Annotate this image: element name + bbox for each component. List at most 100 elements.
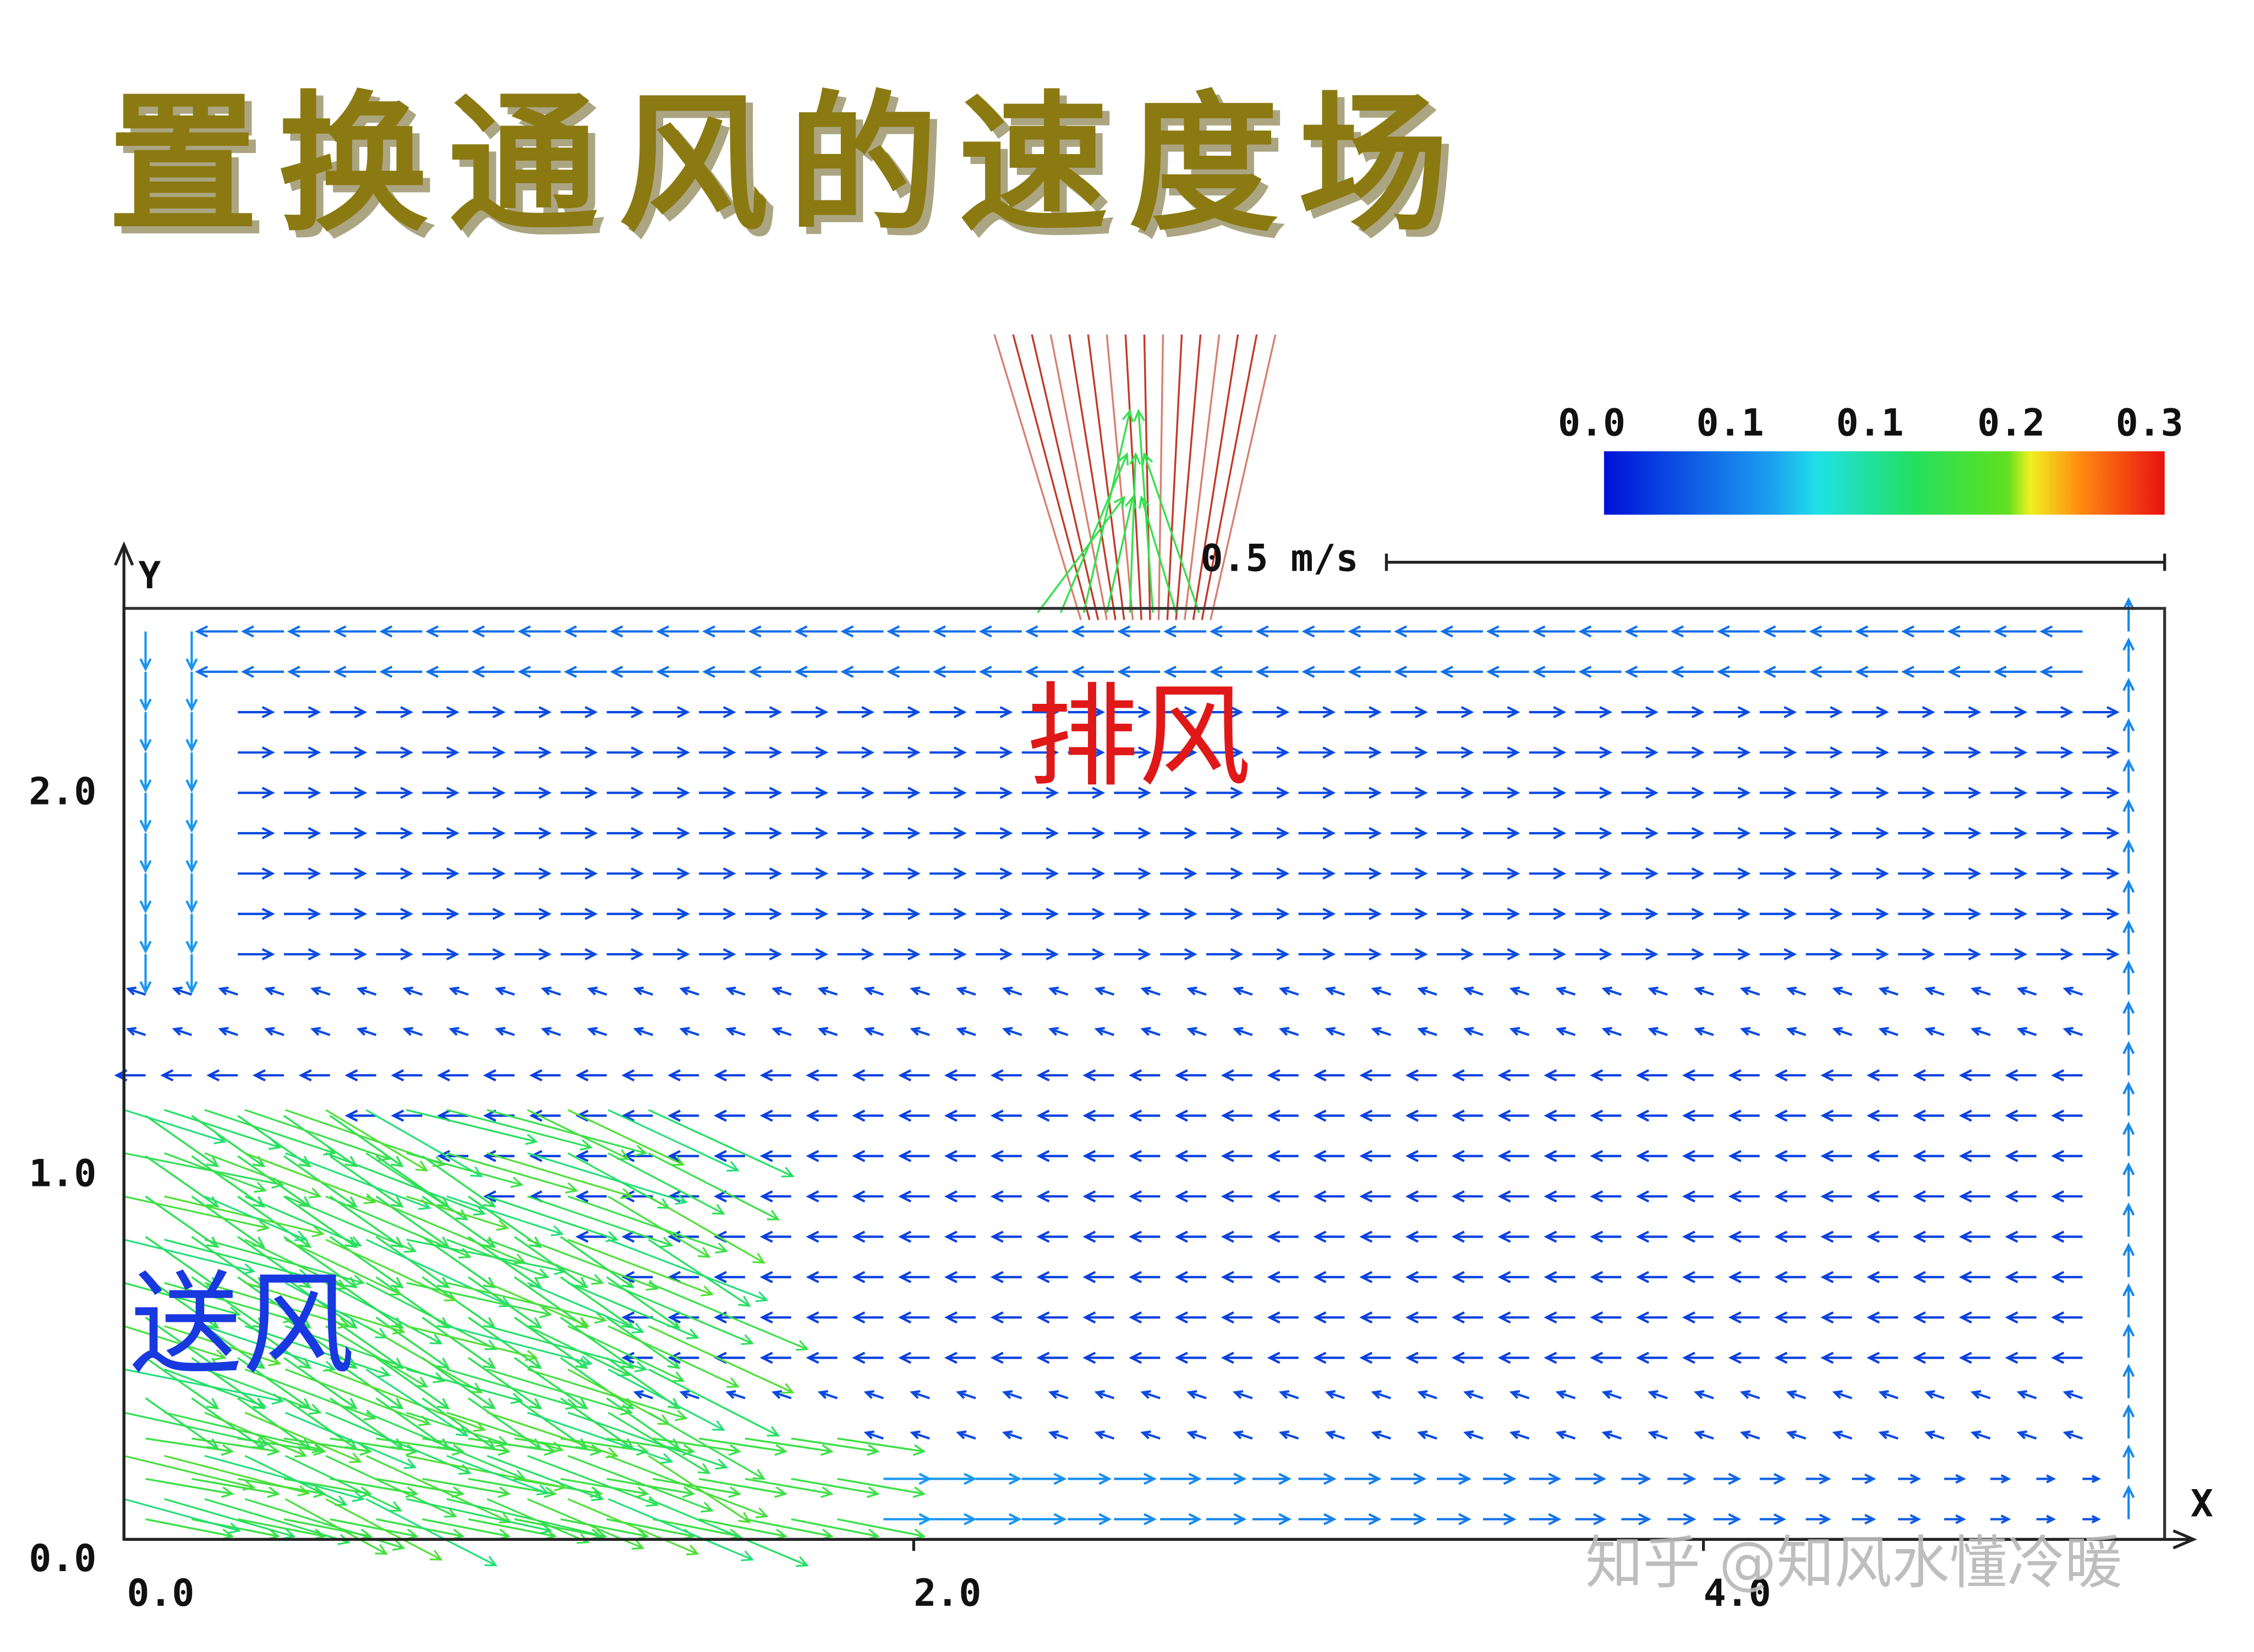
velocity-arrow [1716,665,1760,678]
velocity-arrow [1114,1513,1157,1525]
velocity-arrow [560,1437,649,1456]
velocity-arrow [1486,625,1529,638]
velocity-arrow [771,1390,792,1399]
velocity-arrow [1129,1230,1161,1243]
velocity-arrow [238,827,275,840]
velocity-arrow [2036,948,2074,961]
velocity-arrow [1636,1230,1668,1243]
velocity-arrow [1221,1109,1252,1122]
velocity-arrow [2082,706,2120,719]
velocity-arrow [1670,665,1714,678]
velocity-arrow [1371,1027,1391,1036]
velocity-arrow [1252,786,1290,799]
velocity-arrow [863,1390,884,1399]
velocity-arrow [698,1518,788,1540]
velocity-arrow [852,1352,884,1364]
velocity-arrow [2005,1311,2037,1324]
velocity-arrow [1852,706,1889,719]
velocity-arrow [329,1115,404,1168]
velocity-arrow [376,746,414,759]
velocity-arrow [325,1152,486,1216]
velocity-arrow [608,1109,740,1172]
velocity-arrow [240,665,284,678]
velocity-arrow [560,948,598,961]
velocity-arrow [2036,907,2074,920]
velocity-arrow [285,1498,388,1555]
velocity-arrow [527,1368,688,1421]
velocity-arrow [1298,1473,1337,1485]
velocity-arrow [1713,786,1751,799]
velocity-arrow [1786,1430,1807,1440]
exhaust-arrow [1184,334,1221,620]
velocity-arrow [1621,1473,1651,1485]
velocity-arrow [1544,1109,1575,1122]
velocity-arrow [145,1478,234,1498]
velocity-arrow [1298,706,1336,719]
velocity-arrow [1129,1271,1161,1283]
velocity-arrow [1082,1150,1114,1162]
velocity-arrow [1497,1311,1529,1324]
velocity-arrow [1359,1190,1391,1203]
velocity-arrow [863,1430,884,1440]
velocity-arrow [185,631,198,672]
velocity-arrow [527,1195,674,1248]
velocity-arrow [1532,665,1575,678]
velocity-arrow [1025,665,1068,678]
velocity-arrow [976,746,1013,759]
velocity-arrow [1405,1150,1437,1162]
velocity-arrow [1867,1352,1899,1364]
velocity-arrow [840,625,884,638]
velocity-arrow [608,1152,725,1215]
velocity-arrow [1739,986,1760,996]
exhaust-arrow [1175,334,1202,620]
velocity-arrow [1944,907,1982,920]
velocity-arrow [1405,1109,1437,1122]
velocity-arrow [422,907,459,920]
velocity-arrow [1359,1230,1391,1243]
velocity-arrow [1682,1271,1714,1283]
velocity-arrow [139,752,152,793]
velocity-arrow [365,1325,483,1393]
velocity-arrow [1544,1352,1575,1364]
velocity-arrow [1713,867,1751,880]
velocity-arrow [218,1027,238,1036]
velocity-arrow [204,1152,322,1199]
velocity-arrow [1371,1390,1391,1399]
velocity-arrow [806,1311,838,1324]
velocity-arrow [406,1498,552,1535]
velocity-arrow [391,1069,423,1082]
colorbar-label: 0.1 [1836,401,1904,445]
velocity-arrow [1140,986,1161,996]
velocity-arrow [406,1109,538,1145]
velocity-arrow [653,786,690,799]
velocity-arrow [929,746,967,759]
velocity-arrow [560,746,598,759]
velocity-arrow [1667,1473,1697,1485]
velocity-arrow [240,625,284,638]
velocity-arrow [759,1230,791,1243]
velocity-arrow [1221,1190,1252,1203]
velocity-arrow [944,1150,976,1162]
velocity-arrow [298,1069,330,1082]
velocity-arrow [837,1518,926,1540]
velocity-arrow [2039,665,2083,678]
velocity-arrow [1129,1190,1161,1203]
velocity-arrow [1174,1150,1207,1162]
velocity-arrow [608,1195,711,1258]
velocity-arrow [1832,1430,1852,1440]
velocity-arrow [698,1437,788,1456]
velocity-arrow [1878,1027,1899,1036]
velocity-arrow [1094,1027,1115,1036]
velocity-arrow [898,1069,930,1082]
velocity-arrow [1114,1473,1157,1485]
velocity-arrow [2036,867,2074,880]
velocity-arrow [1682,1069,1714,1082]
velocity-arrow [1509,986,1530,996]
velocity-arrow [606,948,644,961]
velocity-arrow [1129,452,1141,613]
velocity-arrow [1068,827,1106,840]
velocity-arrow [283,867,321,880]
velocity-arrow [1806,907,1843,920]
velocity-arrow [1713,746,1751,759]
velocity-arrow [560,827,598,840]
